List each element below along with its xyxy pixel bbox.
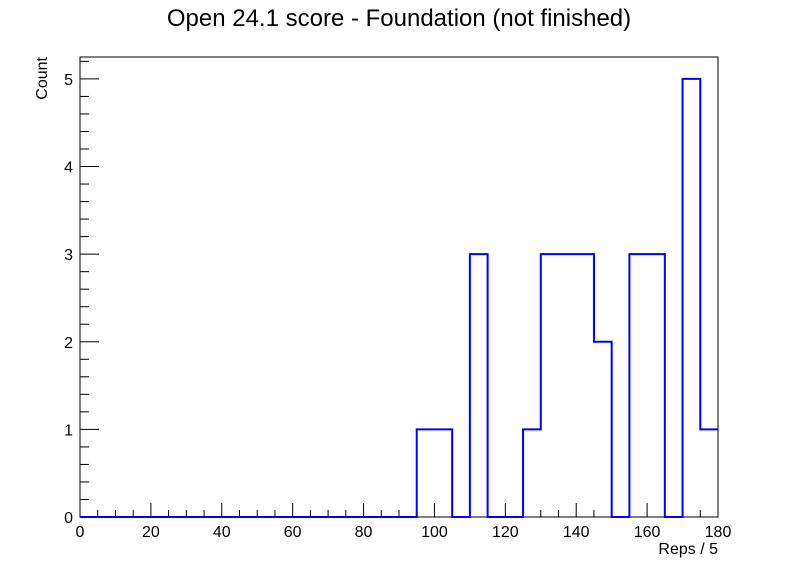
y-tick-label: 3 [64, 247, 73, 264]
x-tick-label: 140 [563, 524, 590, 541]
y-axis-label: Count [34, 56, 51, 99]
x-tick-label: 180 [705, 524, 732, 541]
x-tick-label: 80 [355, 524, 373, 541]
y-tick-label: 1 [64, 422, 73, 439]
x-axis: 0 20 40 60 80 100 120 140 160 180 [76, 503, 732, 541]
x-axis-label: Reps / 5 [658, 541, 718, 558]
x-tick-label: 160 [634, 524, 661, 541]
histogram-series-line [80, 77, 718, 518]
x-tick-label: 60 [284, 524, 302, 541]
y-tick-label: 5 [64, 72, 73, 89]
y-tick-label: 0 [64, 510, 73, 527]
x-tick-label: 120 [492, 524, 519, 541]
x-tick-label: 0 [76, 524, 85, 541]
x-tick-label: 40 [213, 524, 231, 541]
x-tick-label: 100 [421, 524, 448, 541]
y-tick-label: 4 [64, 160, 73, 177]
chart-title: Open 24.1 score - Foundation (not finish… [167, 5, 631, 32]
y-axis-minor-ticks [80, 60, 89, 500]
x-tick-label: 20 [142, 524, 160, 541]
y-tick-label: 2 [64, 335, 73, 352]
y-axis: 0 1 2 3 4 5 [64, 72, 99, 527]
plot-frame [79, 56, 719, 518]
x-axis-minor-ticks [97, 510, 701, 517]
